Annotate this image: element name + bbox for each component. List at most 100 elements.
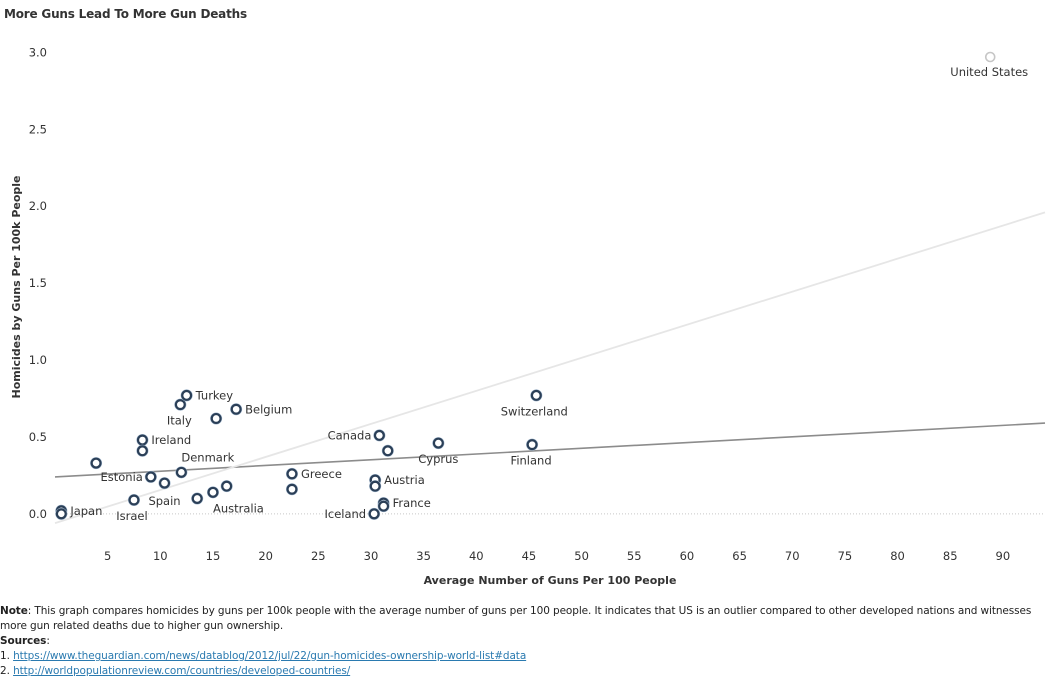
x-tick-label: 45 — [522, 549, 537, 563]
data-point-marker — [145, 471, 157, 483]
data-point-marker — [210, 412, 222, 424]
source-item-2: 2. http://worldpopulationreview.com/coun… — [0, 664, 1046, 679]
y-tick-label: 1.0 — [29, 353, 47, 367]
data-point — [206, 486, 219, 499]
data-point-marker — [128, 494, 140, 506]
data-label: United States — [950, 65, 1028, 79]
data-point — [210, 412, 223, 425]
data-label: Australia — [213, 501, 264, 515]
data-point-marker — [221, 480, 233, 492]
data-point — [377, 500, 390, 513]
data-point-marker — [136, 445, 148, 457]
scatter-chart: 0.0 0.5 1.0 1.5 2.0 2.5 3.0 5 10 15 20 25 30 35 40 45 5… — [10, 45, 1046, 587]
data-point — [369, 480, 382, 493]
data-point — [230, 403, 243, 416]
data-point — [136, 444, 149, 457]
data-point-marker — [526, 439, 538, 451]
x-tick-label: 55 — [627, 549, 642, 563]
y-axis-ticks: 0.0 0.5 1.0 1.5 2.0 2.5 3.0 — [29, 45, 47, 520]
data-point-marker — [207, 486, 219, 498]
trendline-main — [54, 422, 1046, 478]
data-point — [530, 389, 543, 402]
data-point-marker — [286, 483, 298, 495]
y-tick-label: 2.0 — [29, 199, 47, 213]
source-item-1: 1. https://www.theguardian.com/news/data… — [0, 649, 1046, 664]
x-tick-label: 15 — [206, 549, 221, 563]
data-label: Turkey — [195, 388, 234, 402]
footnote: Note: This graph compares homicides by g… — [0, 604, 1046, 679]
trendline-light — [54, 211, 1046, 524]
y-tick-label: 3.0 — [29, 45, 47, 59]
data-point — [285, 467, 298, 480]
trendlines — [54, 211, 1046, 524]
x-tick-label: 75 — [838, 549, 853, 563]
data-point — [174, 398, 187, 411]
x-tick-label: 90 — [996, 549, 1011, 563]
y-tick-label: 2.5 — [29, 122, 47, 136]
x-tick-label: 20 — [258, 549, 273, 563]
data-point-marker — [55, 508, 67, 520]
data-point-marker — [378, 500, 390, 512]
data-label: Switzerland — [501, 404, 568, 418]
data-label: Canada — [328, 428, 372, 442]
x-axis-title: Average Number of Guns Per 100 People — [424, 574, 677, 587]
x-tick-label: 25 — [311, 549, 326, 563]
source-link-1[interactable]: https://www.theguardian.com/news/datablo… — [13, 650, 527, 662]
sources-heading: Sources: — [0, 634, 1046, 649]
note-text: : This graph compares homicides by guns … — [0, 605, 1032, 632]
sources-colon: : — [46, 635, 50, 647]
chart-title: More Guns Lead To More Gun Deaths — [4, 7, 247, 21]
data-label: Italy — [167, 414, 192, 428]
x-tick-label: 30 — [364, 549, 379, 563]
data-point — [191, 492, 204, 505]
data-point-marker — [286, 468, 298, 480]
data-point — [90, 457, 103, 470]
y-tick-label: 0.0 — [29, 507, 47, 521]
sources-label: Sources — [0, 635, 47, 647]
x-tick-label: 80 — [890, 549, 905, 563]
data-label: Belgium — [245, 402, 292, 416]
data-point-marker — [175, 466, 187, 478]
x-tick-label: 40 — [469, 549, 484, 563]
data-point — [285, 483, 298, 496]
x-tick-label: 70 — [785, 549, 800, 563]
data-point-marker — [530, 389, 542, 401]
y-tick-label: 0.5 — [29, 430, 47, 444]
data-point-marker — [368, 508, 380, 520]
x-tick-label: 5 — [104, 549, 111, 563]
data-points — [55, 51, 996, 520]
data-point — [127, 494, 140, 507]
data-label: Iceland — [324, 507, 366, 521]
data-point-marker — [191, 492, 203, 504]
x-tick-label: 60 — [680, 549, 695, 563]
data-label: Greece — [301, 467, 342, 481]
data-point-marker — [373, 429, 385, 441]
data-point-marker — [174, 399, 186, 411]
x-tick-label: 35 — [416, 549, 431, 563]
source-link-2[interactable]: http://worldpopulationreview.com/countri… — [13, 665, 351, 677]
data-point — [180, 389, 193, 402]
x-tick-label: 50 — [574, 549, 589, 563]
x-axis-ticks: 5 10 15 20 25 30 35 40 45 50 55 60 65 70 75 80 85 90 — [104, 549, 1010, 563]
data-point — [175, 466, 188, 479]
data-point-marker — [369, 480, 381, 492]
data-point — [158, 477, 171, 490]
data-point — [136, 434, 149, 447]
x-tick-label: 65 — [732, 549, 747, 563]
data-point — [526, 438, 539, 451]
data-point — [144, 470, 157, 483]
data-label: Estonia — [100, 470, 142, 484]
data-point — [373, 429, 386, 442]
x-tick-label: 10 — [153, 549, 168, 563]
data-label: Cyprus — [418, 452, 458, 466]
note-paragraph: Note: This graph compares homicides by g… — [0, 604, 1046, 634]
data-point-marker — [159, 477, 171, 489]
data-point-marker — [382, 445, 394, 457]
data-label: Israel — [116, 509, 147, 523]
data-point — [381, 444, 394, 457]
data-label: Japan — [69, 504, 102, 518]
source-2-number: 2. — [0, 665, 14, 677]
y-tick-label: 1.5 — [29, 276, 47, 290]
data-point-marker — [181, 389, 193, 401]
data-point-marker — [90, 457, 102, 469]
